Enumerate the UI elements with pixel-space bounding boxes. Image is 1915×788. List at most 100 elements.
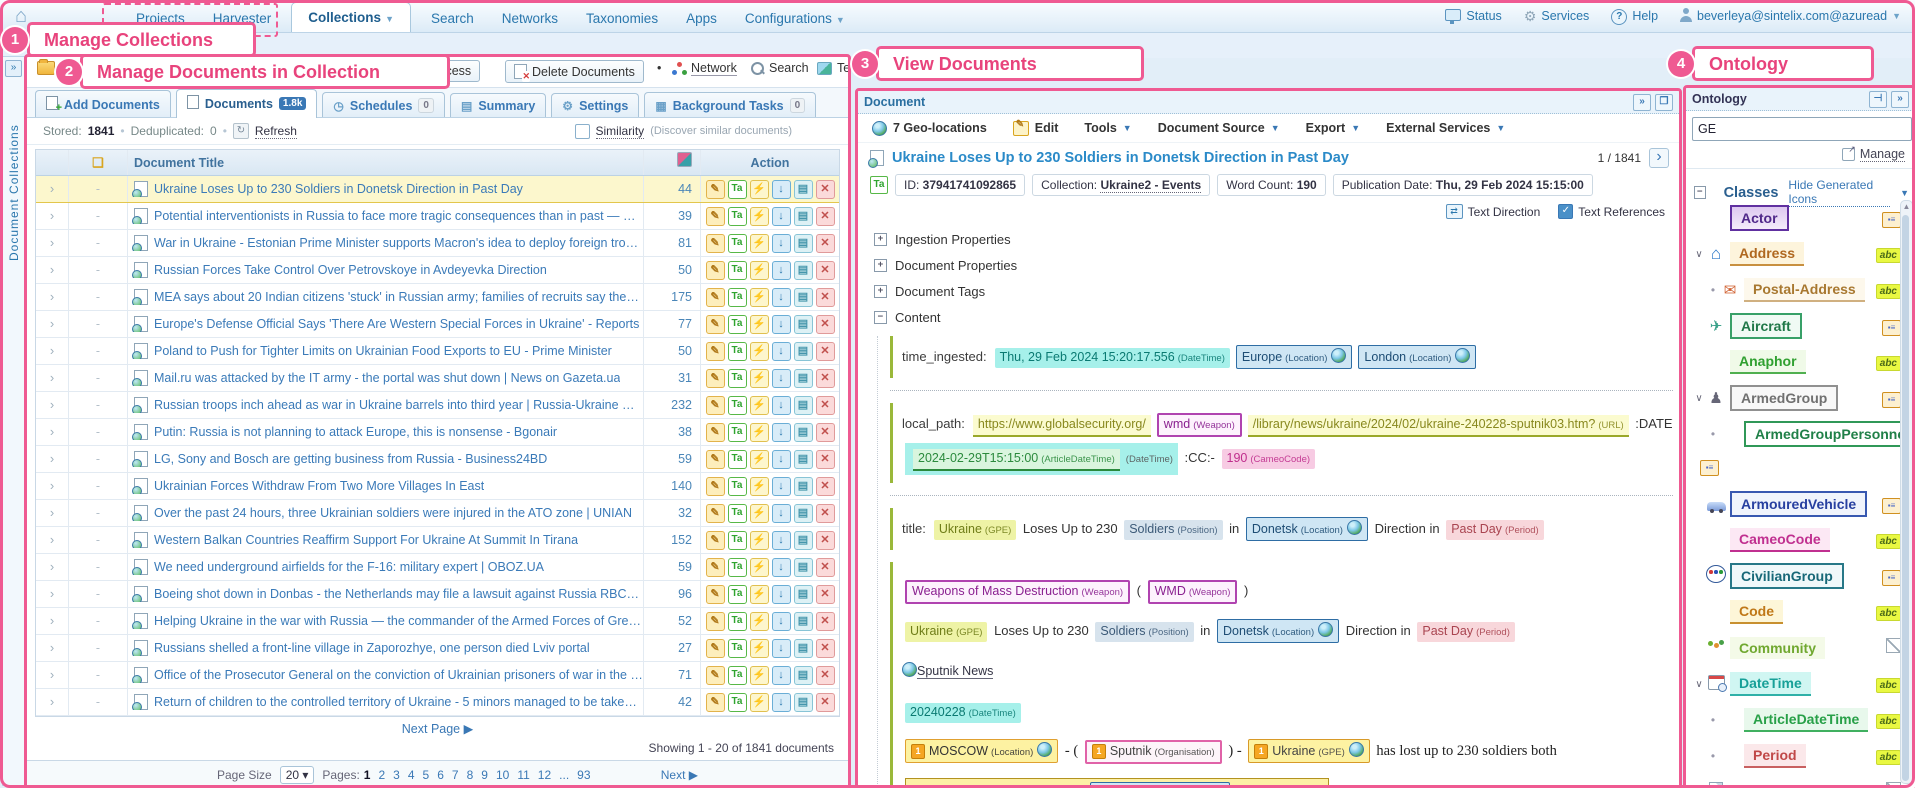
download-icon[interactable]: ↓ <box>772 693 791 712</box>
document-title-link[interactable]: MEA says about 20 Indian citizens 'stuck… <box>128 289 643 305</box>
doc-toolbar-tools[interactable]: Tools▼ <box>1084 121 1131 135</box>
copy-icon[interactable]: ▤ <box>794 234 813 253</box>
edit-icon[interactable]: ✎ <box>706 369 725 388</box>
document-title-link[interactable]: Europe's Defense Official Says 'There Ar… <box>128 316 643 332</box>
entity-chip[interactable]: Soldiers(Position) <box>1124 520 1222 540</box>
maximize-pane-icon[interactable]: ❐ <box>1655 94 1673 111</box>
entity-chip[interactable]: Europe(Location) <box>1236 345 1353 369</box>
tab-settings[interactable]: ⚙Settings <box>551 93 639 117</box>
document-title-link[interactable]: Russians shelled a front-line village in… <box>128 640 643 656</box>
ontology-scrollbar[interactable]: ▲ <box>1900 200 1913 784</box>
doc-toolbar-edit[interactable]: Edit <box>1013 121 1059 136</box>
text-annotation-icon[interactable]: Ta <box>728 504 747 523</box>
entity-chip[interactable]: Ukraine(GPE) <box>905 622 987 642</box>
delete-icon[interactable]: ✕ <box>816 234 835 253</box>
document-title-link[interactable]: Boeing shot down in Donbas - the Netherl… <box>128 586 643 602</box>
entity-chip[interactable]: Donetsk(Location) <box>1246 517 1368 541</box>
text-annotation-icon[interactable]: Ta <box>728 666 747 685</box>
document-title-link[interactable]: Mail.ru was attacked by the IT army - th… <box>128 370 643 386</box>
copy-icon[interactable]: ▤ <box>794 666 813 685</box>
process-icon[interactable]: ⚡ <box>750 612 769 631</box>
strip-label[interactable]: Document Collections <box>7 83 21 303</box>
delete-icon[interactable]: ✕ <box>816 396 835 415</box>
tab-documents[interactable]: Documents1.8k <box>176 89 318 118</box>
row-expander-icon[interactable]: › <box>36 608 69 634</box>
text-references-checkbox[interactable]: ✓ <box>1558 204 1573 219</box>
section-toggle-icon[interactable]: + <box>874 285 887 298</box>
entity-chip[interactable]: 190(CameoCode) <box>1222 449 1316 469</box>
delete-icon[interactable]: ✕ <box>816 504 835 523</box>
process-icon[interactable]: ⚡ <box>750 558 769 577</box>
text-annotation-icon[interactable]: Ta <box>728 477 747 496</box>
nav-item-configurations[interactable]: Configurations▼ <box>731 4 859 32</box>
row-expander-icon[interactable]: › <box>36 635 69 661</box>
row-expander-icon[interactable]: › <box>36 689 69 715</box>
delete-icon[interactable]: ✕ <box>816 261 835 280</box>
edit-icon[interactable]: ✎ <box>706 504 725 523</box>
scroll-up-icon[interactable]: ▲ <box>1901 202 1912 211</box>
copy-icon[interactable]: ▤ <box>794 693 813 712</box>
download-icon[interactable]: ↓ <box>772 288 791 307</box>
process-icon[interactable]: ⚡ <box>750 261 769 280</box>
download-icon[interactable]: ↓ <box>772 639 791 658</box>
entity-chip[interactable]: 1MOSCOW(Location) <box>905 739 1058 763</box>
similarity-checkbox[interactable] <box>575 124 590 139</box>
refresh-icon[interactable]: ↻ <box>233 123 249 139</box>
row-expander-icon[interactable]: › <box>36 473 69 499</box>
geo-link-icon[interactable] <box>902 662 917 677</box>
refresh-link[interactable]: Refresh <box>255 124 297 139</box>
document-title-link[interactable]: Russian Forces Take Control Over Petrovs… <box>128 262 643 278</box>
delete-icon[interactable]: ✕ <box>816 558 835 577</box>
copy-icon[interactable]: ▤ <box>794 180 813 199</box>
topright-services[interactable]: ⚙Services <box>1524 8 1590 25</box>
entity-chip[interactable]: London(Location) <box>1358 345 1476 369</box>
delete-icon[interactable]: ✕ <box>816 477 835 496</box>
process-icon[interactable]: ⚡ <box>750 639 769 658</box>
entity-chip[interactable]: 2024-02-29T15:15:00(ArticleDateTime) <box>913 449 1120 471</box>
text-annotation-icon[interactable]: Ta <box>728 207 747 226</box>
entity-chip[interactable]: Donetsk(Location) <box>1217 619 1339 643</box>
section-label[interactable]: Document Tags <box>895 284 985 299</box>
text-references-toggle[interactable]: ✓ Text References <box>1558 204 1665 219</box>
topright-help[interactable]: ?Help <box>1611 8 1658 25</box>
edit-icon[interactable]: ✎ <box>706 585 725 604</box>
document-title-link[interactable]: Putin: Russia is not planning to attack … <box>128 424 643 440</box>
edit-icon[interactable]: ✎ <box>706 180 725 199</box>
text-annotation-icon[interactable]: Ta <box>728 234 747 253</box>
entity-chip[interactable]: Past Day(Period) <box>1446 520 1544 540</box>
section-toggle-icon[interactable]: + <box>874 233 887 246</box>
delete-icon[interactable]: ✕ <box>816 450 835 469</box>
geo-link-icon[interactable] <box>1318 622 1333 637</box>
text-annotation-icon[interactable]: Ta <box>728 396 747 415</box>
scrollbar-thumb[interactable] <box>1902 215 1909 781</box>
tags-column-header[interactable] <box>643 150 700 175</box>
document-title-link[interactable]: Potential interventionists in Russia to … <box>128 208 643 224</box>
entity-chip[interactable]: wmd(Weapon) <box>1157 413 1242 437</box>
edit-icon[interactable]: ✎ <box>706 396 725 415</box>
text-annotation-icon[interactable]: Ta <box>728 450 747 469</box>
download-icon[interactable]: ↓ <box>772 261 791 280</box>
delete-icon[interactable]: ✕ <box>816 666 835 685</box>
ontology-search-input[interactable] <box>1692 117 1912 141</box>
process-icon[interactable]: ⚡ <box>750 180 769 199</box>
page-link-10[interactable]: 10 <box>496 768 509 782</box>
text-annotation-icon[interactable]: Ta <box>728 342 747 361</box>
delete-icon[interactable]: ✕ <box>816 531 835 550</box>
expand-chevron-icon[interactable]: ∨ <box>1692 679 1706 690</box>
download-icon[interactable]: ↓ <box>772 450 791 469</box>
delete-icon[interactable]: ✕ <box>816 342 835 361</box>
download-icon[interactable]: ↓ <box>772 207 791 226</box>
row-expander-icon[interactable]: › <box>36 176 69 202</box>
edit-icon[interactable]: ✎ <box>706 342 725 361</box>
row-expander-icon[interactable]: › <box>36 446 69 472</box>
expand-panel-icon[interactable]: » <box>5 60 22 77</box>
download-icon[interactable]: ↓ <box>772 612 791 631</box>
abc-badge[interactable]: abc <box>1876 711 1901 729</box>
download-icon[interactable]: ↓ <box>772 369 791 388</box>
row-expander-icon[interactable]: › <box>36 392 69 418</box>
geo-link-icon[interactable] <box>1455 348 1470 363</box>
process-icon[interactable]: ⚡ <box>750 477 769 496</box>
similarity-label[interactable]: Similarity <box>596 124 645 139</box>
class-name[interactable]: Community <box>1730 637 1825 659</box>
expand-chevron-icon[interactable]: ∨ <box>1692 393 1706 404</box>
